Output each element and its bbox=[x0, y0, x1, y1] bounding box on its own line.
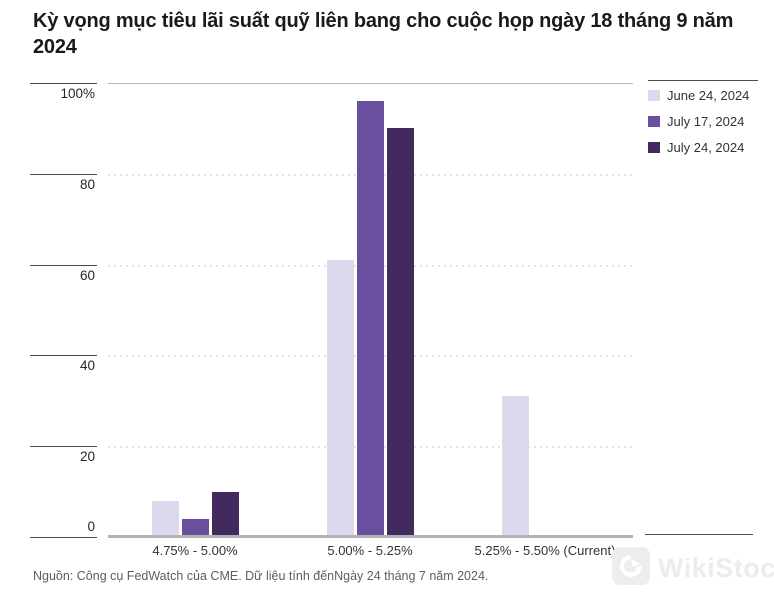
y-tick-line-0 bbox=[30, 537, 97, 538]
axis-right-rule bbox=[645, 534, 753, 535]
watermark: WikiStock bbox=[611, 546, 774, 591]
chart-title: Kỳ vọng mục tiêu lãi suất quỹ liên bang … bbox=[33, 10, 734, 58]
y-tick-line-80 bbox=[30, 173, 97, 175]
bar-june-24-2024-5-00-5-25 bbox=[326, 260, 354, 537]
y-tick-line-100 bbox=[30, 83, 97, 84]
legend-divider-line bbox=[648, 80, 758, 81]
legend-swatch-icon bbox=[648, 116, 660, 127]
legend: June 24, 2024 July 17, 2024 July 24, 2024 bbox=[648, 88, 749, 166]
bar-july-17-2024-4-75-5-00 bbox=[181, 519, 209, 537]
legend-swatch-icon bbox=[648, 90, 660, 101]
bar-june-24-2024-5-25-5-50-current bbox=[501, 396, 529, 537]
legend-item-june-24-2024: June 24, 2024 bbox=[648, 88, 749, 103]
wikistock-bird-logo-icon bbox=[611, 546, 651, 591]
legend-label: July 24, 2024 bbox=[667, 140, 745, 155]
plot-area bbox=[108, 83, 633, 538]
bar-july-17-2024-5-00-5-25 bbox=[356, 101, 384, 537]
legend-item-july-24-2024: July 24, 2024 bbox=[648, 140, 749, 155]
source-note: Nguồn: Công cụ FedWatch của CME. Dữ liệu… bbox=[33, 569, 489, 583]
y-tick-label-80: 80 bbox=[79, 176, 95, 192]
bar-june-24-2024-4-75-5-00 bbox=[151, 501, 179, 537]
x-axis-baseline bbox=[108, 535, 633, 538]
x-axis-label-5-25-5-50-current: 5.25% - 5.50% (Current) bbox=[474, 543, 616, 558]
y-tick-label-60: 60 bbox=[79, 267, 95, 283]
bar-july-24-2024-5-00-5-25 bbox=[386, 128, 414, 537]
legend-swatch-icon bbox=[648, 142, 660, 153]
y-tick-label-100: 100% bbox=[60, 86, 95, 101]
y-tick-line-20 bbox=[30, 446, 97, 448]
x-axis-label-4-75-5-00: 4.75% - 5.00% bbox=[152, 543, 238, 558]
y-tick-line-60 bbox=[30, 264, 97, 266]
y-tick-label-0: 0 bbox=[87, 519, 95, 534]
bar-july-24-2024-4-75-5-00 bbox=[211, 492, 239, 537]
y-tick-label-40: 40 bbox=[79, 358, 95, 374]
legend-label: July 17, 2024 bbox=[667, 114, 745, 129]
gridline-100 bbox=[108, 83, 633, 84]
y-tick-line-40 bbox=[30, 355, 97, 357]
watermark-text: WikiStock bbox=[658, 553, 774, 583]
x-axis-label-5-00-5-25: 5.00% - 5.25% bbox=[327, 543, 413, 558]
y-tick-label-20: 20 bbox=[79, 449, 95, 465]
legend-label: June 24, 2024 bbox=[667, 88, 750, 103]
legend-item-july-17-2024: July 17, 2024 bbox=[648, 114, 749, 129]
